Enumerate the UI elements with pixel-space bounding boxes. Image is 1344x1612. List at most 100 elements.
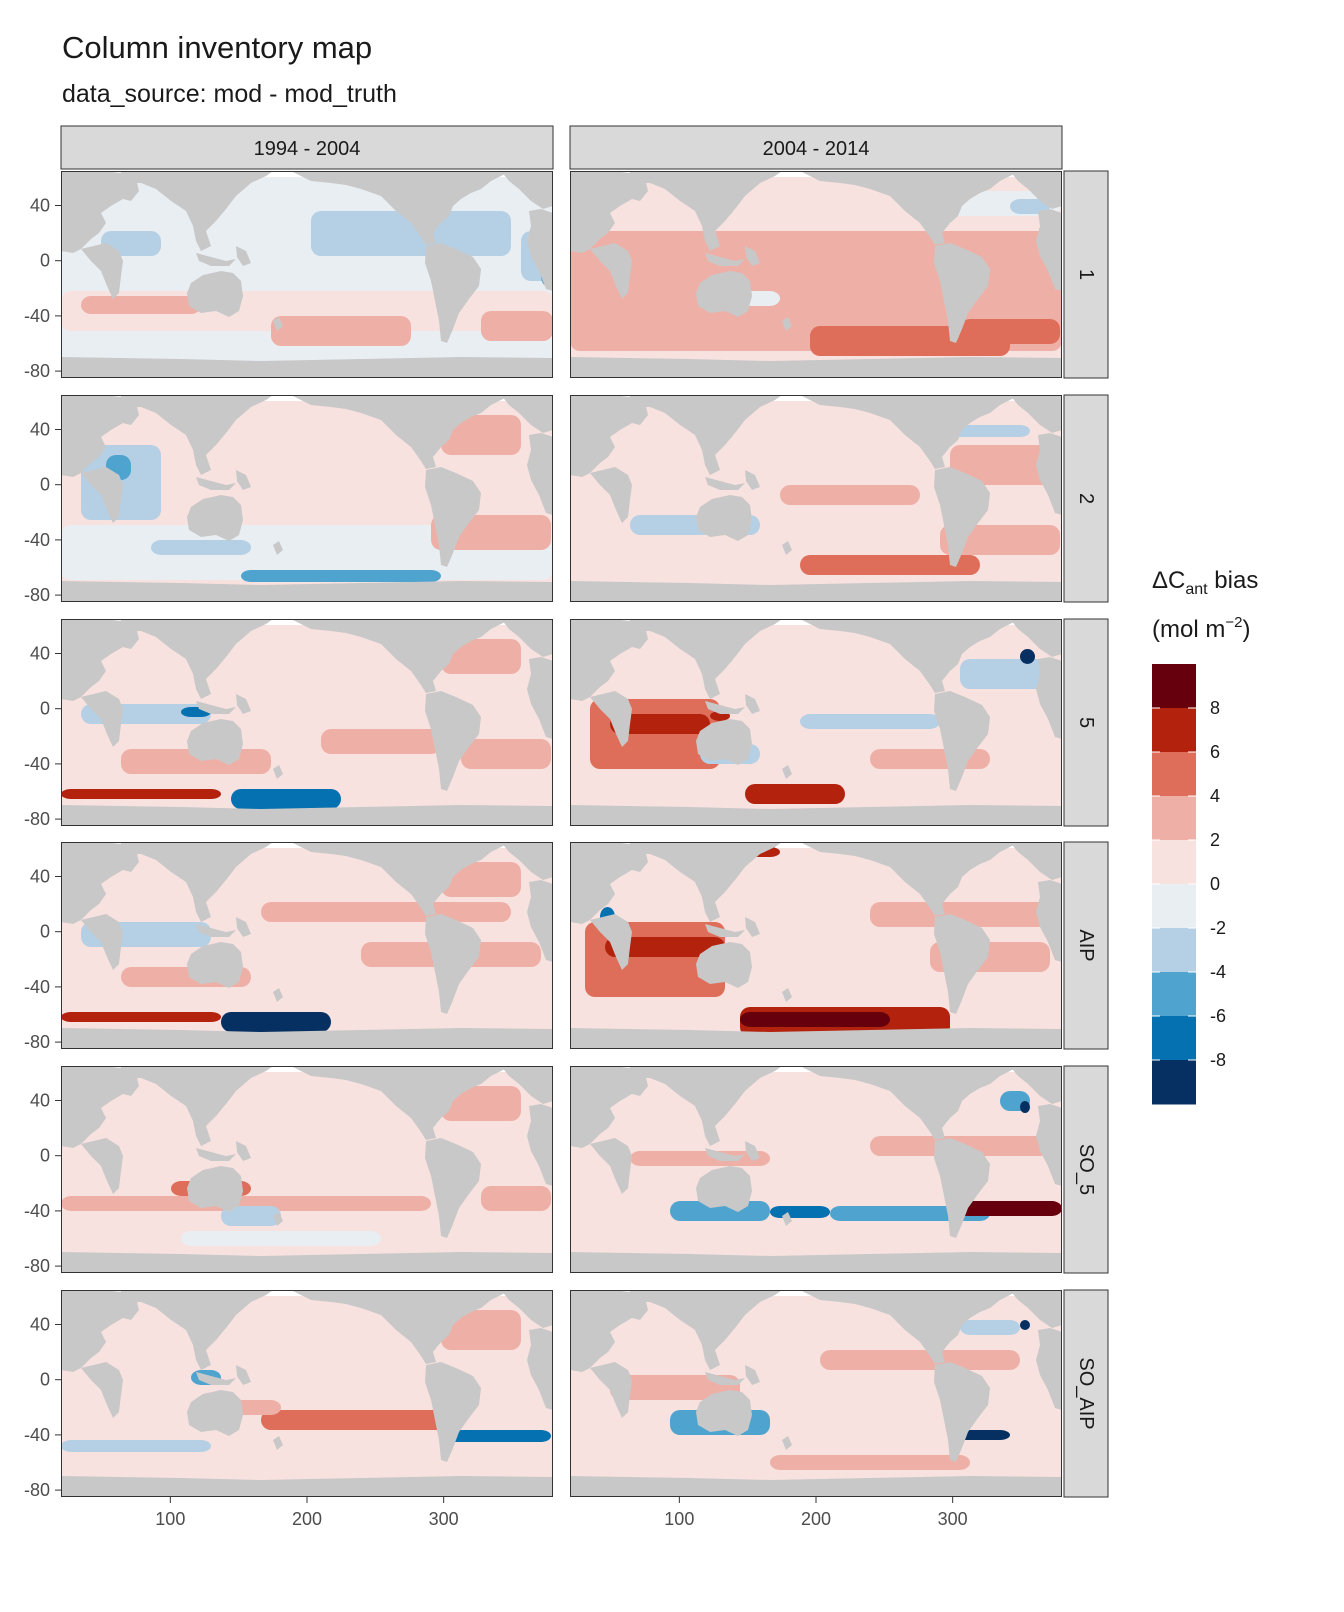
bias-region <box>231 789 341 809</box>
map-panel-AIP-0 <box>61 842 553 1049</box>
bias-region <box>605 937 725 957</box>
legend-swatch <box>1152 928 1196 973</box>
bias-region <box>441 1086 521 1121</box>
facet-strip-row-4: SO_5 <box>1063 1065 1109 1274</box>
facet-row-label: 1 <box>1075 269 1097 280</box>
map-panel-SO_5-0 <box>61 1066 553 1273</box>
map-panel-SO_AIP-0 <box>61 1290 553 1497</box>
bias-region <box>61 1440 211 1452</box>
legend-swatch <box>1152 840 1196 885</box>
bias-region <box>481 311 553 341</box>
map-panel-1-1 <box>570 171 1062 378</box>
bias-region <box>1020 1101 1030 1113</box>
y-tick-label: -40 <box>24 1425 50 1445</box>
legend-swatch <box>1152 1016 1196 1061</box>
bias-region <box>181 1231 381 1246</box>
legend-label: 4 <box>1210 786 1220 806</box>
bias-region <box>630 1151 770 1166</box>
facet-strip-row-1: 2 <box>1063 394 1109 603</box>
bias-region <box>321 729 441 754</box>
bias-region <box>241 570 441 582</box>
bias-region <box>441 1430 551 1442</box>
y-tick-label: 0 <box>40 922 50 942</box>
facet-strip-col-1: 2004 - 2014 <box>569 125 1063 170</box>
bias-region <box>441 862 521 897</box>
x-tick-label: 100 <box>664 1509 694 1529</box>
legend-label: 2 <box>1210 830 1220 850</box>
facet-col-label: 2004 - 2014 <box>763 138 870 160</box>
y-tick-label: 0 <box>40 1370 50 1390</box>
bias-region <box>950 445 1060 485</box>
map-panel-SO_AIP-1 <box>570 1290 1062 1497</box>
bias-region <box>61 1012 221 1022</box>
facet-strip-col-0: 1994 - 2004 <box>60 125 554 170</box>
bias-region <box>770 1206 830 1218</box>
bias-region <box>770 1455 970 1470</box>
legend-label: 6 <box>1210 742 1220 762</box>
y-tick-label: 0 <box>40 475 50 495</box>
legend-swatch <box>1152 972 1196 1017</box>
x-tick-label: 200 <box>292 1509 322 1529</box>
facet-row-label: SO_AIP <box>1075 1357 1097 1429</box>
x-tick-label: 300 <box>429 1509 459 1529</box>
y-tick-label: 0 <box>40 699 50 719</box>
facet-row-label: 5 <box>1075 717 1097 728</box>
y-tick-label: 40 <box>30 420 50 440</box>
bias-region <box>1010 199 1050 214</box>
map-panel-5-1 <box>570 619 1062 826</box>
legend-label: -6 <box>1210 1006 1226 1026</box>
y-tick-label: -40 <box>24 1201 50 1221</box>
map-panel-AIP-1 <box>570 842 1062 1049</box>
legend-title: ΔCant bias <box>1152 567 1258 598</box>
bias-region <box>800 555 980 575</box>
y-tick-label: 40 <box>30 1091 50 1111</box>
facet-col-label: 1994 - 2004 <box>254 138 361 160</box>
y-tick-label: -40 <box>24 754 50 774</box>
y-tick-label: -40 <box>24 306 50 326</box>
legend-label: -4 <box>1210 962 1226 982</box>
legend-swatch <box>1152 796 1196 841</box>
legend-swatch <box>1152 664 1196 709</box>
bias-region <box>610 714 710 734</box>
bias-region <box>960 319 1060 344</box>
y-tick-label: 40 <box>30 196 50 216</box>
bias-region <box>960 659 1060 689</box>
facet-row-label: 2 <box>1075 493 1097 504</box>
legend-swatch <box>1152 708 1196 753</box>
bias-region <box>800 714 940 729</box>
map-panel-5-0 <box>61 619 553 826</box>
bias-region <box>745 784 845 804</box>
bias-region <box>81 296 201 314</box>
y-tick-label: -80 <box>24 585 50 605</box>
y-tick-label: 40 <box>30 644 50 664</box>
bias-region <box>780 485 920 505</box>
color-legend: ΔCant bias (mol m−2) 8 6 4 2 0 -2 -4 -6 -8 <box>1152 567 1258 1105</box>
legend-label: 0 <box>1210 874 1220 894</box>
legend-label: -2 <box>1210 918 1226 938</box>
facet-strip-row-3: AIP <box>1063 841 1109 1050</box>
bias-region <box>610 1375 740 1400</box>
y-tick-label: -80 <box>24 1256 50 1276</box>
bias-region <box>1020 1320 1030 1330</box>
x-tick-label: 100 <box>155 1509 185 1529</box>
bias-region <box>870 902 1050 927</box>
bias-region <box>441 415 521 455</box>
bias-region <box>221 1012 331 1032</box>
bias-region <box>960 1320 1020 1335</box>
y-tick-label: -80 <box>24 361 50 381</box>
legend-swatch <box>1152 884 1196 929</box>
y-tick-label: -80 <box>24 809 50 829</box>
facet-strip-row-0: 1 <box>1063 170 1109 379</box>
chart-subtitle: data_source: mod - mod_truth <box>62 80 397 108</box>
bias-region <box>441 639 521 674</box>
bias-region <box>441 1310 521 1350</box>
y-tick-label: 0 <box>40 251 50 271</box>
facet-strip-row-5: SO_AIP <box>1063 1289 1109 1498</box>
bias-region <box>61 789 221 799</box>
y-tick-label: 0 <box>40 1146 50 1166</box>
map-panel-2-1 <box>570 395 1062 602</box>
bias-region <box>740 1012 890 1027</box>
y-tick-label: -40 <box>24 977 50 997</box>
y-tick-label: 40 <box>30 867 50 887</box>
